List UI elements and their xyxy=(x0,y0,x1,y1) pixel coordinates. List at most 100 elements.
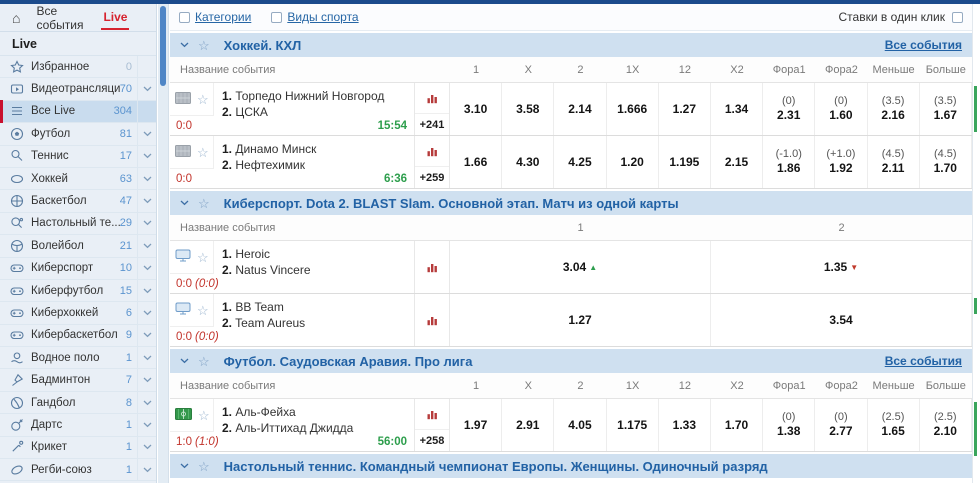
odds-cell[interactable]: 2.15 xyxy=(711,136,764,188)
chevron-down-icon[interactable] xyxy=(137,167,156,190)
filter-categories[interactable]: Категории xyxy=(179,10,251,24)
chevron-down-icon[interactable] xyxy=(137,78,156,100)
sidebar-item[interactable]: Крикет 1 xyxy=(0,436,156,460)
odds-cell[interactable]: (0) 2.31 xyxy=(763,83,816,135)
favorite-star-icon[interactable]: ☆ xyxy=(198,407,210,423)
odds-cell[interactable]: 4.25 xyxy=(554,136,607,188)
odds-cell[interactable]: (4.5) 1.70 xyxy=(920,136,972,188)
sidebar-item[interactable]: Водное поло 1 xyxy=(0,347,156,370)
odds-cell[interactable]: (2.5) 2.10 xyxy=(920,399,972,451)
chevron-down-icon[interactable] xyxy=(180,200,189,206)
chevron-down-icon[interactable] xyxy=(137,190,156,212)
match-row[interactable]: ☆ 1. BB Team 2. Team Aureus 0:0 (0:0) 1.27 3.5… xyxy=(170,294,972,347)
odds-cell[interactable]: (0) 1.38 xyxy=(763,399,816,451)
odds-cell[interactable]: 2.91 xyxy=(502,399,555,451)
chevron-down-icon[interactable] xyxy=(137,459,156,481)
chevron-down-icon[interactable] xyxy=(137,257,156,279)
match-row[interactable]: ☆ 1. Торпедо Нижний Новгород 2. ЦСКА 0:0 15:… xyxy=(170,83,972,136)
categories-checkbox[interactable] xyxy=(179,11,190,23)
star-icon[interactable]: ☆ xyxy=(198,353,210,369)
home-icon[interactable]: ⌂ xyxy=(12,9,21,26)
match-row[interactable]: ☆ 1. Динамо Минск 2. Нефтехимик 0:0 6:36 +259… xyxy=(170,136,972,189)
bar-chart-icon[interactable] xyxy=(415,241,449,293)
all-events-link[interactable]: Все события xyxy=(884,38,962,52)
sidebar-item[interactable]: Футбол 81 xyxy=(0,123,156,146)
tab-live[interactable]: Live xyxy=(101,5,130,30)
all-events-link[interactable]: Все события xyxy=(884,354,962,368)
chevron-down-icon[interactable] xyxy=(137,302,156,324)
match-row[interactable]: ☆ 1. Heroic 2. Natus Vincere 0:0 (0:0) 3.04 ▲ 1… xyxy=(170,241,972,294)
chevron-down-icon[interactable] xyxy=(137,235,156,257)
odds-cell[interactable]: 1.27 xyxy=(450,294,711,346)
one-click-checkbox[interactable] xyxy=(952,11,963,23)
odds-cell[interactable]: 1.175 xyxy=(607,399,659,451)
sidebar-item[interactable]: Настольный те... 29 xyxy=(0,212,156,236)
more-markets-count[interactable]: +259 xyxy=(419,171,445,184)
odds-cell[interactable]: 1.34 xyxy=(711,83,764,135)
sidebar-item[interactable]: Все Live 304 xyxy=(0,99,156,124)
chevron-down-icon[interactable] xyxy=(180,42,189,48)
right-scroll-rail[interactable] xyxy=(972,4,980,483)
odds-cell[interactable]: (3.5) 1.67 xyxy=(920,83,972,135)
chevron-down-icon[interactable] xyxy=(137,212,156,235)
sidebar-item[interactable]: Регби-союз 1 xyxy=(0,459,156,482)
odds-cell[interactable]: (4.5) 2.11 xyxy=(868,136,920,188)
sports-checkbox[interactable] xyxy=(271,11,283,23)
odds-cell[interactable]: (0) 2.77 xyxy=(815,399,868,451)
sidebar-item[interactable]: Киберфутбол 15 xyxy=(0,279,156,303)
sidebar-item[interactable]: Кибербаскетбол 9 xyxy=(0,324,156,348)
odds-cell[interactable]: 1.97 xyxy=(450,399,503,451)
tab-all-events[interactable]: Все события xyxy=(36,3,84,32)
odds-cell[interactable]: (+1.0) 1.92 xyxy=(815,136,868,188)
chevron-down-icon[interactable] xyxy=(137,347,156,369)
chevron-down-icon[interactable] xyxy=(137,123,156,145)
star-icon[interactable]: ☆ xyxy=(198,37,210,53)
sidebar-scrollbar-thumb[interactable] xyxy=(160,6,166,86)
bar-chart-icon[interactable] xyxy=(415,399,449,430)
chevron-down-icon[interactable] xyxy=(137,145,156,167)
sidebar-item[interactable]: Дартс 1 xyxy=(0,414,156,437)
odds-cell[interactable]: 1.20 xyxy=(607,136,659,188)
odds-cell[interactable]: 3.58 xyxy=(502,83,555,135)
chevron-down-icon[interactable] xyxy=(137,414,156,436)
odds-cell[interactable]: 2.14 xyxy=(554,83,607,135)
more-markets-count[interactable]: +258 xyxy=(419,434,445,447)
sidebar-item[interactable]: Избранное 0 xyxy=(0,56,156,79)
odds-cell[interactable]: 4.30 xyxy=(502,136,555,188)
filter-sports-label[interactable]: Виды спорта xyxy=(287,10,359,24)
star-icon[interactable]: ☆ xyxy=(198,458,210,474)
odds-cell[interactable]: 1.666 xyxy=(607,83,659,135)
sidebar-item[interactable]: Бадминтон 7 xyxy=(0,369,156,392)
odds-cell[interactable]: 1.33 xyxy=(659,399,711,451)
sidebar-item[interactable]: Баскетбол 47 xyxy=(0,190,156,213)
bar-chart-icon[interactable] xyxy=(415,83,449,114)
bar-chart-icon[interactable] xyxy=(415,294,449,346)
chevron-down-icon[interactable] xyxy=(137,324,156,347)
chevron-down-icon[interactable] xyxy=(137,369,156,391)
sidebar-item[interactable]: Видеотрансляция 70 xyxy=(0,78,156,101)
favorite-star-icon[interactable]: ☆ xyxy=(197,91,209,107)
chevron-down-icon[interactable] xyxy=(180,463,189,469)
odds-cell[interactable]: (-1.0) 1.86 xyxy=(763,136,816,188)
chevron-down-icon[interactable] xyxy=(137,436,156,459)
chevron-down-icon[interactable] xyxy=(137,391,156,414)
more-markets-count[interactable]: +241 xyxy=(419,118,445,131)
odds-cell[interactable]: 1.66 xyxy=(450,136,503,188)
star-icon[interactable]: ☆ xyxy=(198,195,210,211)
bar-chart-icon[interactable] xyxy=(415,136,449,167)
odds-cell[interactable]: 4.05 xyxy=(554,399,607,451)
sidebar-scrollbar[interactable] xyxy=(158,4,169,483)
sidebar-item[interactable]: Киберспорт 10 xyxy=(0,257,156,280)
sidebar-item[interactable]: Киберхоккей 6 xyxy=(0,302,156,325)
sidebar-item[interactable]: Теннис 17 xyxy=(0,145,156,168)
odds-cell[interactable]: 1.195 xyxy=(659,136,711,188)
odds-cell[interactable]: 1.70 xyxy=(711,399,764,451)
odds-cell[interactable]: 3.54 xyxy=(711,294,972,346)
odds-cell[interactable]: 1.35 ▼ xyxy=(711,241,972,293)
match-row[interactable]: ☆ 1. Аль-Фейха 2. Аль-Иттихад Джидда 1:0 (1:… xyxy=(170,399,972,452)
odds-cell[interactable]: (3.5) 2.16 xyxy=(868,83,920,135)
chevron-down-icon[interactable] xyxy=(137,279,156,302)
odds-cell[interactable]: (0) 1.60 xyxy=(815,83,868,135)
sidebar-item[interactable]: Гандбол 8 xyxy=(0,391,156,415)
odds-cell[interactable]: 3.10 xyxy=(450,83,503,135)
